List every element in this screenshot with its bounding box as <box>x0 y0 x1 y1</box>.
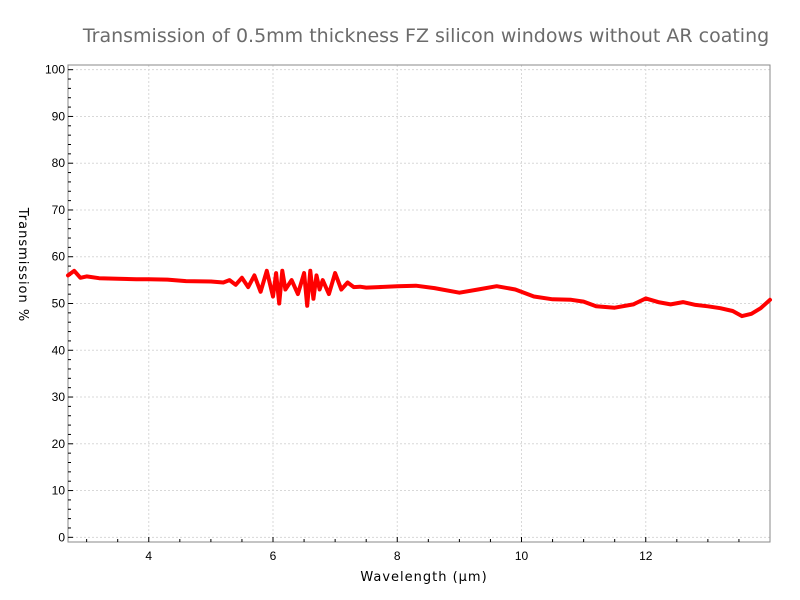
y-tick-label: 0 <box>58 530 65 544</box>
y-tick-label: 70 <box>52 203 66 217</box>
y-tick-label: 90 <box>52 109 66 123</box>
x-tick-label: 6 <box>270 549 277 563</box>
x-tick-label: 10 <box>515 549 529 563</box>
x-axis: 4 6 8 10 12 <box>86 537 740 563</box>
y-tick-label: 30 <box>52 390 66 404</box>
y-tick-label: 100 <box>45 63 65 77</box>
x-tick-label: 12 <box>639 549 653 563</box>
x-tick-label: 4 <box>145 549 152 563</box>
y-tick-label: 50 <box>52 297 66 311</box>
y-axis-title: Transmission % <box>15 207 30 322</box>
grid <box>68 65 770 542</box>
y-tick-label: 20 <box>52 437 66 451</box>
x-tick-label: 8 <box>394 549 401 563</box>
y-tick-label: 60 <box>52 250 66 264</box>
series-layer <box>66 268 772 319</box>
series-line <box>66 268 772 319</box>
y-axis: 0 10 20 30 40 50 60 70 80 90 100 <box>45 63 73 544</box>
chart-title: Transmission of 0.5mm thickness FZ silic… <box>82 25 769 47</box>
y-tick-label: 40 <box>52 343 66 357</box>
x-axis-title: Wavelength (μm) <box>360 570 487 585</box>
y-tick-label: 80 <box>52 156 66 170</box>
y-tick-label: 10 <box>52 484 66 498</box>
